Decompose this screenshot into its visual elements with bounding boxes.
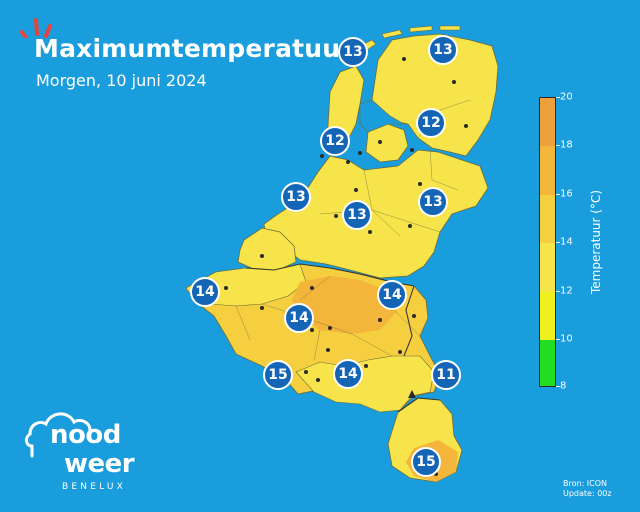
legend-band-16-18 — [540, 146, 555, 195]
logo-text-benelux: BENELUX — [62, 482, 126, 492]
legend-title: Temperatuur (°C) — [589, 189, 603, 295]
legend-tick-label: 14 — [560, 236, 573, 248]
temp-badge-groningen: 13 — [428, 35, 458, 65]
temp-badge-den-helder: 13 — [338, 37, 368, 67]
temp-badge-lelystad: 12 — [320, 126, 350, 156]
temp-badge-oostkantons: 11 — [431, 360, 461, 390]
temp-badge-enschede-area: 12 — [416, 108, 446, 138]
legend-band-12-14 — [540, 243, 555, 292]
wadden-islands — [359, 25, 461, 53]
legend-tick-label: 10 — [560, 333, 573, 345]
temp-badge-achterhoek: 13 — [418, 187, 448, 217]
legend-band-8-10 — [540, 340, 555, 386]
noodweer-logo-cloud-icon — [24, 412, 92, 458]
land-belgium-warm — [292, 276, 396, 334]
land-zeeland — [237, 227, 297, 271]
city-dots — [224, 57, 468, 476]
legend-tick-mark — [556, 291, 560, 292]
peak-marker-icon — [408, 390, 416, 398]
temp-badge-henegouwen: 15 — [263, 360, 293, 390]
legend-band-14-16 — [540, 195, 555, 243]
sun-icon — [20, 18, 52, 38]
source-label: Bron: ICON — [563, 479, 608, 488]
temp-badge-brussel: 14 — [284, 303, 314, 333]
map-subtitle: Morgen, 10 juni 2024 — [36, 71, 207, 90]
temp-badge-limburg-be: 14 — [377, 280, 407, 310]
source-credit: Bron: ICON Update: 00z — [563, 479, 612, 499]
legend-tick-label: 16 — [560, 188, 573, 200]
update-label: Update: 00z — [563, 489, 612, 498]
temp-badge-luxemburg: 15 — [411, 447, 441, 477]
legend-band-10-12 — [540, 292, 555, 340]
legend-tick-label: 8 — [560, 380, 567, 392]
legend-tick-mark — [556, 145, 560, 146]
land-flevoland — [365, 123, 409, 163]
legend-tick-mark — [556, 242, 560, 243]
legend-band-18-20 — [540, 98, 555, 146]
temp-badge-rotterdam: 13 — [281, 182, 311, 212]
temp-badge-de-panne: 14 — [190, 277, 220, 307]
legend-tick-mark — [556, 386, 560, 387]
legend-tick-mark — [556, 194, 560, 195]
temperature-colorbar — [539, 97, 556, 387]
legend-tick-mark — [556, 97, 560, 98]
legend-tick-label: 20 — [560, 91, 573, 103]
logo-text-weer: weer — [64, 449, 135, 479]
logo-text-nood: nood — [50, 420, 121, 450]
map-title: Maximumtemperatuur — [34, 34, 353, 63]
temp-badge-utrecht: 13 — [342, 200, 372, 230]
temp-badge-namen: 14 — [333, 359, 363, 389]
lake-ijsselmeer — [359, 99, 406, 133]
legend-tick-mark — [556, 339, 560, 340]
legend-tick-label: 18 — [560, 139, 573, 151]
legend-tick-label: 12 — [560, 285, 573, 297]
